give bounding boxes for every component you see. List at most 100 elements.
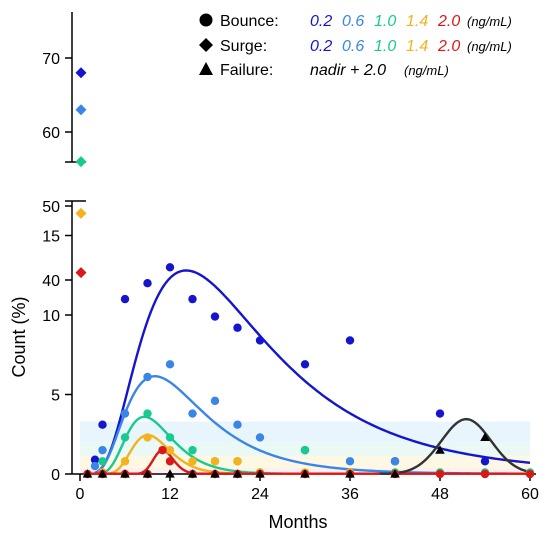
upper-y-tick-label: 50 (42, 199, 60, 216)
data-points (82, 263, 535, 479)
y-tick-label: 0 (51, 467, 60, 484)
upper-y-tick-label: 60 (42, 125, 60, 142)
legend-label: Bounce: (220, 13, 279, 30)
legend-unit: (ng/mL) (467, 39, 512, 54)
bounce-point-0.2 (165, 263, 175, 272)
lower-axes: 0 5 10 15 0 12 24 36 48 60 Months Count (%) (9, 200, 539, 532)
legend-threshold-0.6: 0.6 (342, 13, 364, 30)
failure-point (435, 445, 445, 454)
legend-threshold-2.0: 2.0 (437, 13, 460, 30)
failure-point (390, 469, 400, 478)
upper-y-tick-label: 40 (42, 273, 60, 290)
bounce-point-0.6 (188, 409, 197, 418)
x-tick-label: 0 (76, 486, 85, 503)
legend-threshold-1.0: 1.0 (374, 38, 396, 55)
legend-threshold-2.0: 2.0 (437, 38, 460, 55)
bounce-point-1.0 (300, 445, 310, 455)
bounce-point-0.2 (188, 294, 197, 304)
bounce-point-1.4 (143, 433, 152, 442)
bounce-point-1.4 (165, 445, 175, 455)
legend-label: Failure: (220, 62, 273, 79)
bounce-point-0.2 (345, 336, 355, 345)
bounce-point-2.0 (165, 457, 175, 466)
failure-point (210, 469, 220, 478)
x-tick-label: 24 (251, 486, 269, 503)
failure-point (300, 469, 310, 478)
legend-threshold-0.2: 0.2 (310, 38, 332, 55)
x-tick-label: 36 (341, 486, 359, 503)
surge-marker-0.6 (75, 104, 87, 116)
x-axis-title: Months (268, 512, 327, 532)
surge-marker-1.0 (75, 156, 87, 168)
x-tick-label: 12 (161, 486, 179, 503)
bounce-point-0.2 (233, 323, 242, 332)
bounce-point-0.2 (435, 409, 445, 418)
bounce-point-1.4 (120, 457, 130, 466)
bounce-point-1.0 (120, 433, 130, 442)
legend-threshold-1.0: 1.0 (374, 13, 396, 30)
legend-unit: (ng/mL) (404, 63, 449, 78)
x-tick-label: 48 (431, 486, 449, 503)
bounce-point-0.2 (480, 457, 490, 466)
failure-point (232, 469, 243, 478)
bounce-point-0.6 (90, 461, 100, 471)
bounce-point-1.0 (143, 409, 152, 418)
x-tick-label: 60 (521, 486, 539, 503)
bounce-point-0.2 (255, 336, 265, 345)
fit-curve-0.2 (94, 269, 531, 475)
y-tick-label: 10 (42, 308, 60, 325)
failure-point (345, 469, 355, 478)
failure-point (480, 432, 490, 442)
bounce-point-0.6 (345, 457, 355, 466)
bounce-point-0.2 (210, 312, 220, 321)
legend-unit: (ng/mL) (467, 14, 512, 29)
legend-label: Surge: (220, 38, 267, 55)
bounce-point-0.6 (210, 396, 220, 406)
legend-threshold-1.4: 1.4 (406, 38, 428, 55)
bounce-point-1.4 (210, 457, 220, 466)
surge-marker-2.0 (75, 267, 87, 279)
bounce-point-1.4 (233, 457, 242, 466)
bounce-point-0.6 (120, 409, 130, 418)
y-tick-label: 5 (51, 388, 60, 405)
failure-point (187, 469, 198, 478)
bounce-point-0.2 (300, 360, 310, 369)
legend-triangle-icon (199, 62, 213, 75)
failure-point (82, 469, 93, 478)
bounce-point-0.2 (98, 420, 107, 429)
surge-marker-0.2 (75, 67, 87, 79)
bounce-point-1.0 (165, 433, 175, 442)
upper-y-tick-label: 70 (42, 51, 60, 68)
legend-circle-icon (199, 13, 213, 27)
legend-failure-text: nadir + 2.0 (310, 62, 386, 79)
upper-panel: 40 50 60 70 (42, 12, 87, 290)
bounce-point-0.6 (390, 457, 400, 466)
bounce-point-0.6 (255, 433, 265, 442)
legend-threshold-1.4: 1.4 (406, 13, 428, 30)
bounce-point-0.2 (90, 455, 100, 464)
legend: Bounce: 0.2 0.6 1.0 1.4 2.0 (ng/mL) Surge: 0.2 0.… (199, 13, 512, 79)
bounce-point-0.2 (120, 294, 130, 304)
bounce-point-0.6 (165, 360, 175, 369)
bounce-point-2.0 (525, 469, 535, 479)
bounce-point-1.0 (188, 445, 197, 455)
failure-point (255, 469, 265, 478)
legend-diamond-icon (199, 38, 213, 52)
failure-point (165, 469, 175, 478)
legend-threshold-0.6: 0.6 (342, 38, 364, 55)
bounce-point-2.0 (480, 469, 490, 479)
fit-curve-failure (380, 417, 531, 475)
bounce-point-1.4 (188, 457, 197, 466)
y-tick-label: 15 (42, 229, 60, 246)
bounce-point-2.0 (435, 469, 445, 479)
bounce-point-0.6 (233, 420, 242, 429)
bounce-point-1.0 (98, 457, 107, 466)
failure-point (120, 469, 130, 478)
legend-threshold-0.2: 0.2 (310, 13, 332, 30)
band-3 (80, 421, 530, 443)
failure-point (142, 469, 153, 478)
y-axis-title: Count (%) (9, 296, 29, 377)
bounce-point-0.6 (98, 445, 107, 455)
surge-marker-1.4 (75, 207, 87, 219)
